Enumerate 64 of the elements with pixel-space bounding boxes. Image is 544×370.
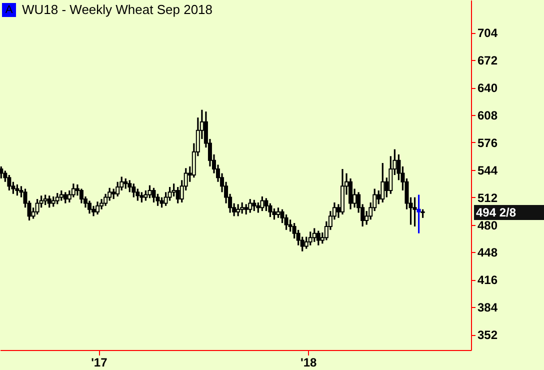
candlestick — [244, 203, 248, 216]
candlestick — [55, 192, 60, 205]
y-tick-label: 480 — [478, 218, 498, 232]
y-tick-label: 672 — [478, 54, 498, 68]
candlestick — [71, 182, 76, 198]
x-tick-label: '17 — [91, 356, 108, 370]
candlestick — [284, 214, 288, 231]
chart-title: WU18 - Weekly Wheat Sep 2018 — [22, 2, 213, 17]
candlestick — [59, 190, 64, 202]
candlestick — [276, 206, 280, 219]
candlestick — [124, 178, 128, 190]
candlestick — [148, 184, 152, 199]
candlestick — [412, 196, 417, 228]
candlestick — [312, 227, 316, 243]
y-tick-label: 640 — [478, 81, 498, 95]
candlestick — [0, 166, 4, 180]
candlestick — [51, 196, 56, 208]
y-tick-label: 608 — [478, 108, 498, 122]
candlestick — [140, 191, 144, 204]
candlestick — [43, 194, 48, 206]
x-tick-label: '18 — [300, 356, 317, 370]
candlestick — [416, 194, 421, 234]
y-tick-label: 544 — [478, 163, 498, 178]
candlestick — [108, 187, 112, 202]
candlestick — [35, 198, 40, 216]
candlestick — [100, 198, 104, 210]
annotation: A — [5, 4, 14, 16]
candlestick — [256, 202, 260, 214]
candlestick — [152, 187, 156, 204]
candlestick — [160, 196, 164, 208]
candlestick — [236, 203, 240, 217]
candlestick — [132, 182, 136, 198]
candlestick — [272, 208, 276, 220]
candlestick — [380, 162, 385, 204]
candlestick — [96, 200, 100, 216]
candlestick — [252, 199, 256, 212]
candlestick — [112, 188, 116, 200]
candlestick — [168, 186, 172, 202]
y-tick-label: 512 — [478, 190, 498, 205]
candlestick — [304, 236, 308, 250]
candlestick — [79, 188, 84, 204]
candlestick — [144, 190, 148, 202]
candlestick — [308, 230, 312, 246]
candlestick — [316, 230, 320, 246]
candlestick — [136, 188, 140, 202]
candlestick — [176, 186, 180, 204]
candlestick — [15, 184, 20, 196]
y-tick-label: 576 — [478, 136, 498, 150]
candlestick — [164, 191, 168, 207]
candlestick — [7, 174, 12, 192]
candlestick — [87, 200, 92, 214]
candlestick — [240, 202, 244, 214]
y-tick-label: 416 — [478, 273, 498, 288]
candlestick — [260, 196, 264, 212]
y-tick-label: 448 — [478, 246, 498, 260]
y-tick-label: 384 — [478, 300, 498, 315]
candlestick — [248, 198, 252, 214]
candlestick — [47, 194, 52, 208]
text: 494 2/8 — [476, 206, 516, 220]
candlestick — [172, 182, 176, 198]
candlestick — [63, 191, 68, 204]
y-tick-label: 352 — [478, 328, 498, 342]
candlestick — [348, 178, 353, 210]
y-tick-label: 704 — [478, 26, 498, 40]
